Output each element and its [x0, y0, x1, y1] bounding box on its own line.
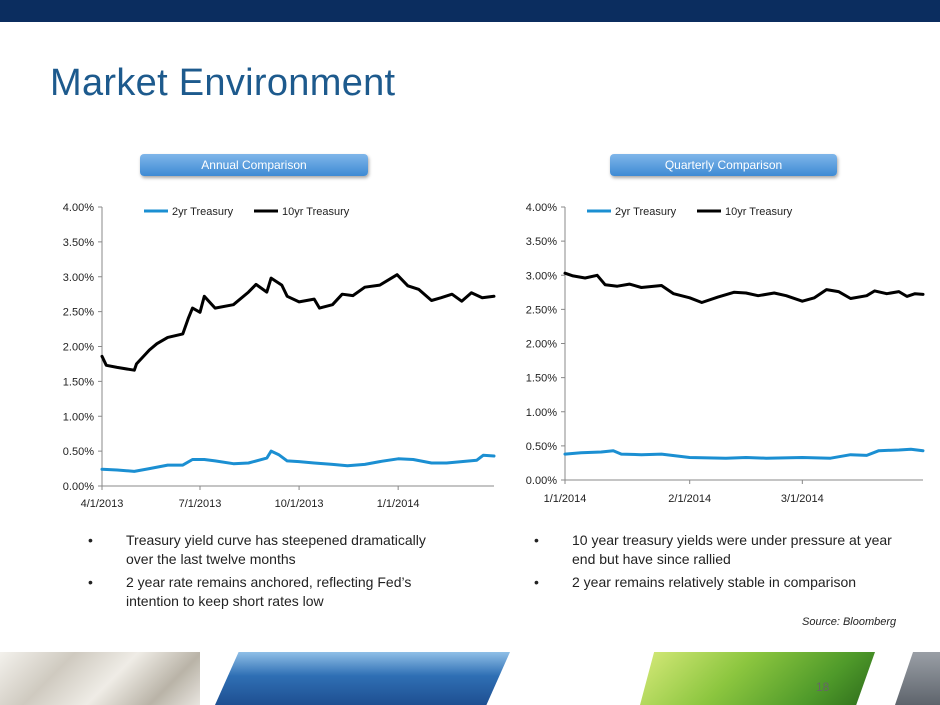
y-tick-label: 1.50% — [63, 376, 94, 388]
source-note: Source: Bloomberg — [802, 616, 897, 628]
series-line-2yr-treasury — [100, 449, 496, 473]
bullet-glyph: • — [88, 532, 93, 548]
bullet-item: • 2 year remains relatively stable in co… — [534, 573, 894, 592]
x-tick-label: 3/1/2014 — [781, 493, 824, 505]
bullet-text: Treasury yield curve has steepened drama… — [126, 532, 426, 567]
legend-label: 2yr Treasury — [172, 206, 234, 218]
legend-label: 10yr Treasury — [282, 206, 350, 218]
top-brand-bar — [0, 0, 940, 22]
series-line-2yr-treasury — [563, 447, 925, 460]
legend-label: 2yr Treasury — [615, 206, 677, 218]
series-line-10yr-treasury — [100, 273, 496, 372]
y-tick-label: 1.50% — [526, 373, 557, 385]
bullet-item: • 2 year rate remains anchored, reflecti… — [88, 573, 448, 611]
leaf-photo — [640, 652, 875, 705]
x-tick-label: 1/1/2014 — [544, 493, 587, 505]
bullet-item: • Treasury yield curve has steepened dra… — [88, 531, 448, 569]
x-tick-label: 1/1/2014 — [377, 498, 420, 510]
y-tick-label: 2.00% — [526, 339, 557, 351]
rope-photo — [0, 652, 200, 705]
quarterly-treasury-chart: 0.00% 0.50% 1.00% 1.50% 2.00% 2.50% 3.00% 3.50%… — [526, 202, 925, 505]
quarterly-comparison-badge: Quarterly Comparison — [610, 154, 837, 176]
bullet-glyph: • — [534, 574, 539, 590]
x-tick-label: 7/1/2013 — [179, 498, 222, 510]
page-title: Market Environment — [50, 62, 396, 104]
footer-image-strip — [0, 652, 940, 705]
y-tick-label: 3.50% — [526, 236, 557, 248]
x-tick-label: 2/1/2014 — [668, 493, 711, 505]
y-tick-label: 1.00% — [63, 411, 94, 423]
bullet-text: 2 year rate remains anchored, reflecting… — [126, 574, 412, 609]
y-tick-label: 3.50% — [63, 237, 94, 249]
y-tick-label: 0.50% — [526, 441, 557, 453]
y-tick-label: 0.50% — [63, 446, 94, 458]
grey-photo — [895, 652, 940, 705]
bullet-item: • 10 year treasury yields were under pre… — [534, 531, 894, 569]
legend-label: 10yr Treasury — [725, 206, 793, 218]
annual-comparison-badge: Annual Comparison — [140, 154, 368, 176]
y-tick-label: 3.00% — [526, 270, 557, 282]
y-tick-label: 0.00% — [63, 481, 94, 493]
y-tick-label: 0.00% — [526, 475, 557, 487]
y-tick-label: 4.00% — [63, 202, 94, 214]
bullet-glyph: • — [88, 574, 93, 590]
sky-photo — [215, 652, 510, 705]
y-tick-label: 2.00% — [63, 342, 94, 354]
bullet-text: 10 year treasury yields were under press… — [572, 532, 892, 567]
y-tick-label: 2.50% — [63, 307, 94, 319]
series-line-10yr-treasury — [563, 271, 925, 304]
bullet-text: 2 year remains relatively stable in comp… — [572, 574, 857, 590]
y-tick-label: 3.00% — [63, 272, 94, 284]
quarterly-bullets: • 10 year treasury yields were under pre… — [534, 531, 894, 596]
y-tick-label: 2.50% — [526, 304, 557, 316]
annual-bullets: • Treasury yield curve has steepened dra… — [88, 531, 448, 615]
y-tick-label: 4.00% — [526, 202, 557, 214]
x-tick-label: 10/1/2013 — [275, 498, 324, 510]
y-tick-label: 1.00% — [526, 407, 557, 419]
x-tick-label: 4/1/2013 — [81, 498, 124, 510]
bullet-glyph: • — [534, 532, 539, 548]
annual-treasury-chart: 0.00% 0.50% 1.00% 1.50% 2.00% 2.50% 3.00% 3.50%… — [63, 202, 496, 510]
page-number: 18 — [816, 680, 830, 694]
